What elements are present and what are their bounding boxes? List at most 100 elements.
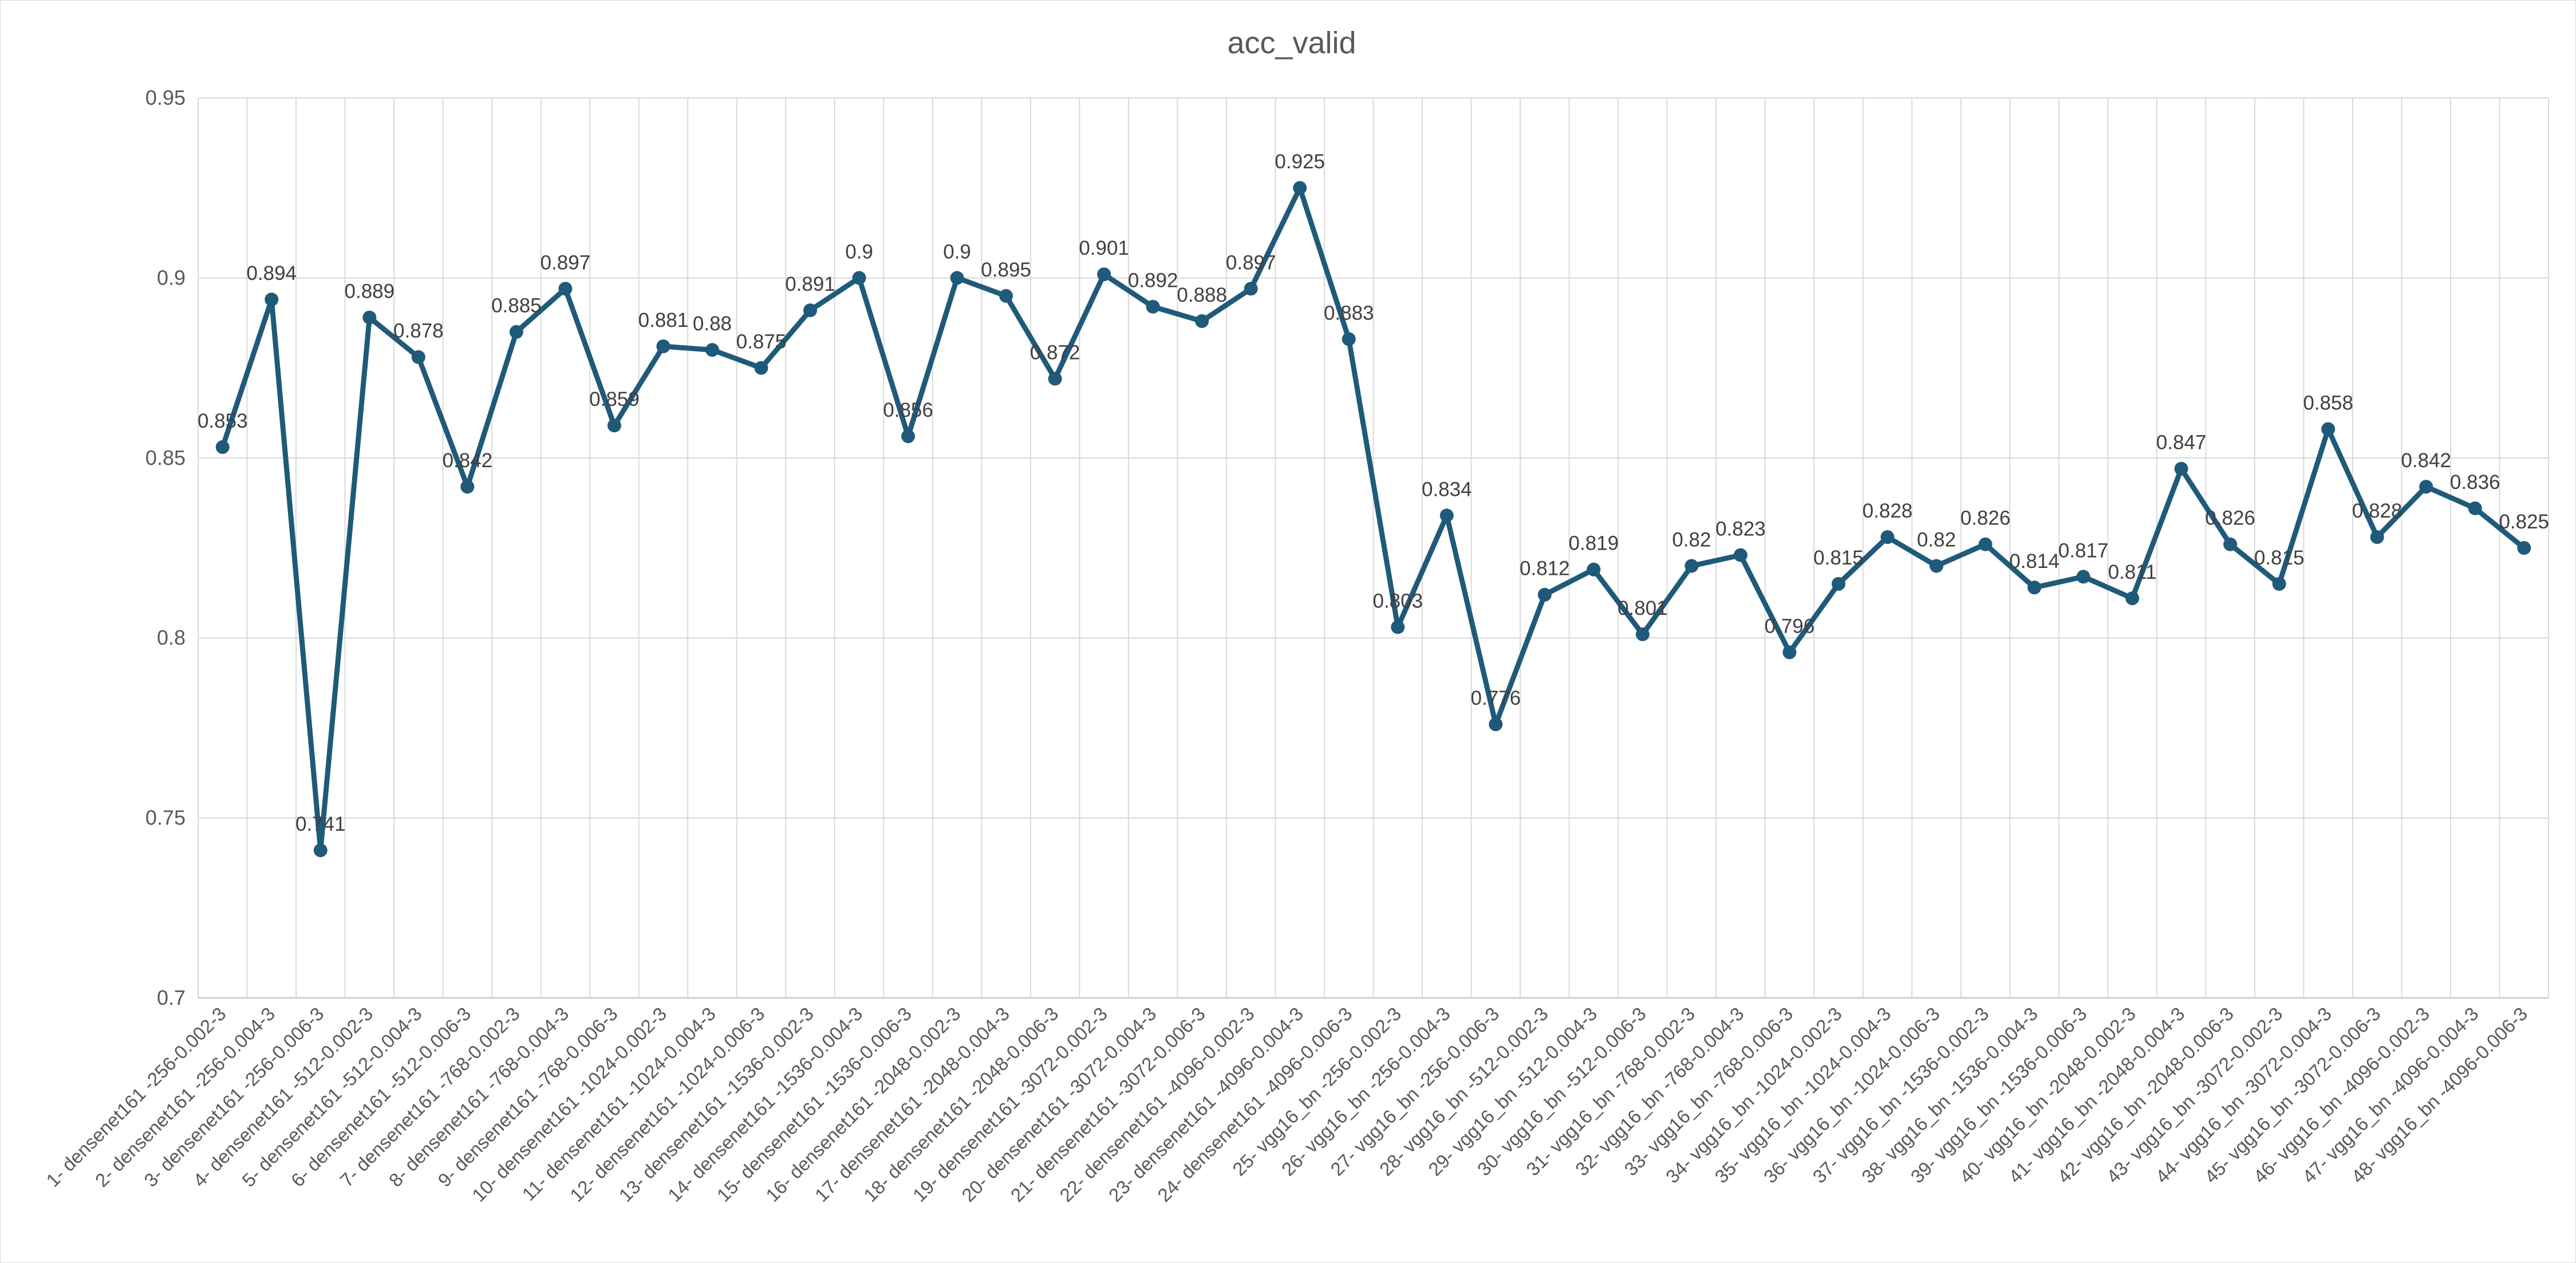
data-label: 0.925 <box>1275 151 1325 173</box>
data-label: 0.842 <box>2401 449 2451 472</box>
data-point <box>1391 620 1405 634</box>
data-point <box>1635 627 1650 641</box>
data-label: 0.826 <box>2205 507 2255 530</box>
data-label: 0.878 <box>393 320 444 342</box>
data-label: 0.825 <box>2499 511 2549 533</box>
data-label: 0.847 <box>2156 432 2207 454</box>
data-point <box>2517 541 2531 555</box>
data-label: 0.815 <box>1813 547 1864 569</box>
data-label: 0.741 <box>295 813 346 835</box>
data-point <box>1831 577 1845 591</box>
data-point <box>509 325 523 339</box>
data-label: 0.859 <box>589 388 640 411</box>
data-label: 0.815 <box>2254 547 2305 569</box>
data-label: 0.872 <box>1030 341 1080 364</box>
data-point <box>1439 508 1454 523</box>
data-label: 0.895 <box>981 259 1031 281</box>
data-label: 0.88 <box>693 313 732 335</box>
data-label: 0.881 <box>638 309 689 331</box>
data-label: 0.803 <box>1372 590 1423 612</box>
data-label: 0.801 <box>1618 597 1668 619</box>
data-point <box>2468 501 2482 515</box>
data-label: 0.9 <box>845 240 873 263</box>
series-line-layer <box>220 185 2527 853</box>
data-label: 0.828 <box>2352 500 2403 522</box>
data-point <box>2272 577 2286 591</box>
data-label: 0.897 <box>541 251 591 274</box>
data-label: 0.776 <box>1471 687 1521 709</box>
data-point <box>1195 314 1209 328</box>
data-point <box>2076 570 2090 584</box>
data-point <box>1880 530 1895 544</box>
data-point <box>2321 422 2336 436</box>
data-point <box>2027 581 2042 595</box>
data-point <box>1489 717 1503 732</box>
data-point <box>2174 461 2188 476</box>
data-label: 0.875 <box>736 331 787 353</box>
series-line <box>220 185 2527 853</box>
data-label: 0.828 <box>1863 500 1913 522</box>
data-point <box>607 419 621 433</box>
y-tick-label: 0.8 <box>157 626 186 649</box>
data-label: 0.858 <box>2303 392 2353 414</box>
data-label: 0.883 <box>1324 302 1374 324</box>
data-label: 0.842 <box>443 449 493 472</box>
data-point <box>265 293 279 307</box>
data-point <box>1097 267 1111 282</box>
data-label: 0.819 <box>1569 532 1619 555</box>
y-tick-label: 0.85 <box>145 446 186 469</box>
data-point <box>950 271 964 285</box>
chart-title: acc_valid <box>1227 26 1356 60</box>
data-label: 0.82 <box>1672 528 1711 551</box>
data-label: 0.901 <box>1079 237 1129 259</box>
data-point <box>754 361 768 375</box>
data-point <box>1733 548 1747 562</box>
data-point <box>901 429 916 444</box>
data-label: 0.796 <box>1765 615 1815 637</box>
x-axis-ticks: 1- densenet161 -256-0.002-32- densenet16… <box>42 1003 2531 1206</box>
data-point <box>656 339 670 353</box>
data-label: 0.889 <box>345 281 395 303</box>
y-tick-label: 0.7 <box>157 986 186 1009</box>
data-point <box>1978 537 1993 551</box>
data-point <box>1929 559 1943 573</box>
data-label: 0.9 <box>943 240 971 263</box>
data-label: 0.891 <box>785 273 835 295</box>
data-labels: 0.853 0.894 0.741 0.889 0.878 0.842 0.885 0.897… <box>198 151 2549 835</box>
data-label: 0.885 <box>491 295 542 317</box>
data-label: 0.812 <box>1520 558 1570 580</box>
data-point <box>1293 181 1307 195</box>
data-label: 0.892 <box>1128 270 1178 292</box>
data-label: 0.853 <box>198 410 248 432</box>
data-point <box>803 303 818 317</box>
data-point <box>1587 562 1601 577</box>
data-point <box>852 271 866 285</box>
data-label: 0.836 <box>2450 471 2500 494</box>
data-label: 0.826 <box>1960 507 2011 530</box>
data-label: 0.823 <box>1715 518 1766 540</box>
data-point <box>1146 299 1160 314</box>
data-point <box>1537 587 1552 602</box>
data-point <box>1685 559 1699 573</box>
data-label: 0.897 <box>1226 251 1276 274</box>
data-label: 0.856 <box>883 399 933 421</box>
data-label: 0.817 <box>2058 539 2109 562</box>
data-points <box>215 181 2531 858</box>
data-point <box>558 282 573 296</box>
data-label: 0.888 <box>1177 284 1227 306</box>
data-point <box>411 350 425 364</box>
data-point <box>460 480 475 494</box>
data-label: 0.811 <box>2108 561 2157 583</box>
data-point <box>362 310 377 325</box>
data-point <box>2125 591 2140 606</box>
data-point <box>2419 480 2433 494</box>
y-tick-label: 0.95 <box>145 86 186 109</box>
data-point <box>2370 530 2384 544</box>
data-label: 0.894 <box>246 262 297 285</box>
data-point <box>2223 537 2238 551</box>
gridlines <box>198 97 2549 998</box>
data-point <box>1342 332 1356 346</box>
data-point <box>1244 282 1258 296</box>
data-point <box>1048 372 1062 386</box>
